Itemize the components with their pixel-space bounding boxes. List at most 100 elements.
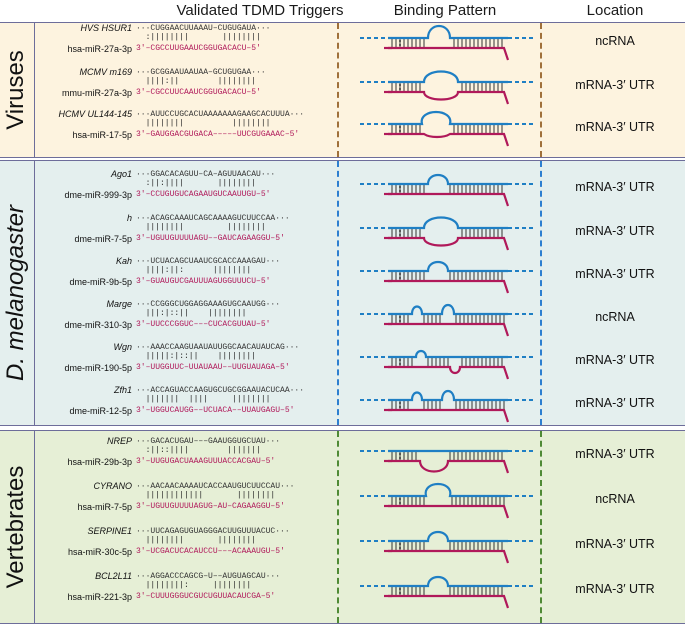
mirna-name: mmu-miR-27a-3p — [61, 88, 132, 98]
target-name: SERPINE1 — [87, 526, 132, 536]
pairing-bars: ||||:||: |||||||| — [136, 266, 252, 275]
mirna-sequence: 3′–CGCCUUGAAUCGGUGACACU–5′ — [136, 44, 261, 53]
section-vertebrates — [0, 430, 685, 624]
location-label: mRNA-3′ UTR — [575, 396, 655, 410]
target-sequence: ···GACACUGAU–––GAAUGGUGCUAU··· — [136, 437, 281, 446]
binding-pattern-diagram — [360, 216, 536, 251]
target-sequence: ···ACAGCAAAUCAGCAAAAGUCUUCCAA··· — [136, 214, 290, 223]
section-label-viruses: Viruses — [2, 50, 29, 130]
target-sequence: ···GGACACAGUU–CA–AGUUAACAU··· — [136, 170, 276, 179]
mirna-name: dme-miR-999-3p — [64, 190, 132, 200]
location-label: mRNA-3′ UTR — [575, 224, 655, 238]
location-label: mRNA-3′ UTR — [575, 78, 655, 92]
mirna-name: hsa-miR-7-5p — [77, 502, 132, 512]
target-name: Kah — [115, 256, 132, 266]
target-sequence: ···AACAACAAAAUCACCAAUGUCUUCCAU··· — [136, 482, 295, 491]
pairing-bars: ||||||| |||| |||||||| — [136, 395, 271, 404]
mirna-name: hsa-miR-30c-5p — [67, 547, 132, 557]
target-name: h — [126, 213, 132, 223]
binding-pattern-diagram — [360, 530, 536, 564]
target-sequence: ···ACCAGUACCAAGUGCUGCGGAAUACUCAA··· — [136, 386, 305, 395]
location-label: mRNA-3′ UTR — [575, 447, 655, 461]
binding-pattern-diagram — [360, 389, 536, 423]
location-label: mRNA-3′ UTR — [575, 120, 655, 134]
location-label: mRNA-3′ UTR — [575, 582, 655, 596]
target-sequence: ···GCGGAAUAAUAA–GCUGUGAA··· — [136, 68, 266, 77]
binding-pattern-diagram — [360, 111, 536, 147]
location-label: ncRNA — [595, 34, 635, 48]
mirna-sequence: 3′–UUCCCGGUC–––CUCACGUUAU–5′ — [136, 320, 271, 329]
location-label: mRNA-3′ UTR — [575, 353, 655, 367]
binding-pattern-diagram — [360, 303, 536, 337]
pairing-bars: ||||:|| |||||||| — [136, 77, 257, 86]
target-name: NREP — [106, 436, 132, 446]
pairing-bars: :|||||||| |||||||| — [136, 33, 261, 42]
binding-pattern-diagram — [360, 483, 536, 519]
target-name: Marge — [106, 299, 132, 309]
pairing-bars: :||:|||| |||||||| — [136, 179, 257, 188]
target-name: CYRANO — [93, 481, 132, 491]
target-name: Wgn — [113, 342, 132, 352]
pairing-bars: :||::|||| ||||||| — [136, 446, 261, 455]
target-sequence: ···AGGACCCAGCG–U––AUGUAGCAU··· — [136, 572, 281, 581]
binding-pattern-diagram — [360, 70, 536, 105]
mirna-sequence: 3′–UUGGUUC–UUAUAAU––UUGUAUAGA–5′ — [136, 363, 290, 372]
mirna-sequence: 3′–UGUUGUUUUAGUG–AU–CAGAAGGU–5′ — [136, 502, 285, 511]
mirna-name: hsa-miR-27a-3p — [67, 44, 132, 54]
mirna-sequence: 3′–CGCCUUCAAUCGGUGACACU–5′ — [136, 88, 261, 97]
mirna-name: hsa-miR-221-3p — [67, 592, 132, 602]
target-name: HCMV UL144-145 — [58, 109, 132, 119]
mirna-sequence: 3′–GAUGGACGUGACA–––––UUCGUGAAAC–5′ — [136, 130, 300, 139]
location-label: mRNA-3′ UTR — [575, 537, 655, 551]
mirna-name: dme-miR-9b-5p — [69, 277, 132, 287]
location-label: ncRNA — [595, 492, 635, 506]
target-sequence: ···UCUACAGCUAAUCGCACCAAAGAU··· — [136, 257, 281, 266]
mirna-name: hsa-miR-17-5p — [72, 130, 132, 140]
mirna-sequence: 3′–GUAUGUCGAUUUAGUGGUUUCU–5′ — [136, 277, 271, 286]
section-d-melanogaster — [0, 160, 685, 426]
target-name: Ago1 — [110, 169, 132, 179]
target-name: Zfh1 — [113, 385, 132, 395]
mirna-sequence: 3′–UGUUGUUUUAGU––GAUCAGAAGGU–5′ — [136, 234, 285, 243]
target-name: MCMV m169 — [79, 67, 132, 77]
mirna-sequence: 3′–CCUGUGUCAGAAUGUCAAUUGU–5′ — [136, 190, 271, 199]
pairing-bars: |||||||| |||||||| — [136, 536, 257, 545]
header-binding-pattern: Binding Pattern — [393, 2, 497, 19]
mirna-name: dme-miR-190-5p — [64, 363, 132, 373]
pairing-bars: ||||||||: |||||||| — [136, 581, 252, 590]
section-label-d-melanogaster: D. melanogaster — [2, 204, 29, 382]
target-name: BCL2L11 — [95, 571, 132, 581]
location-label: mRNA-3′ UTR — [575, 267, 655, 281]
mirna-sequence: 3′–UUGUGACUAAAGUUUACCACGAU–5′ — [136, 457, 276, 466]
target-sequence: ···UUCAGAGUGUAGGGACUUGUUUACUC··· — [136, 527, 290, 536]
binding-pattern-diagram — [360, 24, 536, 61]
target-sequence: ···CCGGGCUGGAGGAAAGUGCAAUGG··· — [136, 300, 281, 309]
target-sequence: ···CUGGAACUUAAAU–CUGUGAUA··· — [136, 24, 271, 33]
binding-pattern-diagram — [360, 449, 536, 474]
mirna-sequence: 3′–CUUUGGGUCGUCUGUUACAUCGA–5′ — [136, 592, 276, 601]
header-triggers: Validated TDMD Triggers — [176, 2, 344, 19]
pairing-bars: |||||:|::|| |||||||| — [136, 352, 257, 361]
mirna-name: dme-miR-7-5p — [74, 234, 132, 244]
binding-pattern-diagram — [360, 260, 536, 294]
target-name: HVS HSUR1 — [80, 23, 132, 33]
location-label: mRNA-3′ UTR — [575, 180, 655, 194]
pairing-bars: |||:|::|| |||||||| — [136, 309, 247, 318]
pairing-bars: |||||||| |||||||| — [136, 223, 266, 232]
binding-pattern-diagram — [360, 173, 536, 207]
target-sequence: ···AUUCCUGCACUAAAAAAAGAAGCACUUUA··· — [136, 110, 305, 119]
section-viruses — [0, 22, 685, 158]
mirna-sequence: 3′–UCGACUCACAUCCU–––ACAAAUGU–5′ — [136, 547, 285, 556]
pairing-bars: |||||||| |||||||| — [136, 119, 271, 128]
binding-pattern-diagram — [360, 575, 536, 609]
mirna-name: dme-miR-12-5p — [69, 406, 132, 416]
section-label-vertebrates: Vertebrates — [2, 465, 29, 589]
pairing-bars: |||||||||||| |||||||| — [136, 491, 276, 500]
binding-pattern-diagram — [360, 349, 536, 380]
mirna-name: hsa-miR-29b-3p — [67, 457, 132, 467]
mirna-sequence: 3′–UGGUCAUGG––UCUACA––UUAUGAGU–5′ — [136, 406, 295, 415]
mirna-name: dme-miR-310-3p — [64, 320, 132, 330]
header-location: Location — [586, 2, 644, 19]
location-label: ncRNA — [595, 310, 635, 324]
target-sequence: ···AAACCAAGUAAUAUUGGCAACAUAUCAG··· — [136, 343, 300, 352]
